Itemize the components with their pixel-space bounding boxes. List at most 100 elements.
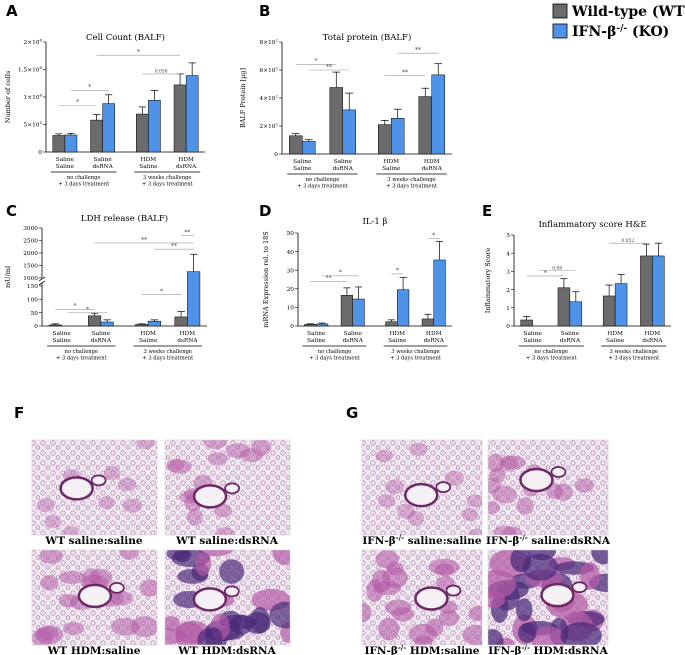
- bar-wt-1: [52, 135, 66, 153]
- bar-wt-4: [418, 96, 433, 155]
- x-category-label: Saline: [523, 338, 542, 344]
- x-category-label: Saline: [139, 164, 158, 170]
- bar-wt-4: [640, 255, 653, 327]
- x-category-label: Saline: [334, 159, 353, 165]
- infiltrate-patch: [407, 511, 425, 526]
- airway: [519, 467, 554, 493]
- bar-ko-3: [148, 100, 161, 153]
- significance-label: **: [326, 275, 332, 282]
- y-tick-label: 1000: [23, 276, 38, 282]
- infiltrate-patch: [397, 503, 416, 519]
- y-tick-label: 2500: [23, 239, 38, 245]
- chart-title: LDH release (BALF): [81, 213, 168, 224]
- x-category-label: Saline: [382, 166, 401, 172]
- infiltrate-patch: [250, 606, 270, 634]
- bar-ko-3: [391, 118, 405, 155]
- legend-ko-swatch: [552, 23, 568, 39]
- infiltrate-patch: [44, 515, 61, 529]
- blood-vessel: [445, 584, 462, 597]
- y-axis-label: Inflammatory Score: [484, 248, 492, 314]
- y-tick-label: 40: [287, 250, 295, 256]
- x-category-label: dsRNA: [177, 338, 198, 344]
- infiltrate-patch: [488, 453, 505, 473]
- image-label: WT saline:dsRNA: [175, 535, 279, 547]
- significance-label: 0.056: [155, 69, 168, 75]
- airway: [192, 484, 228, 509]
- chart-title: IL-1 β: [363, 217, 388, 227]
- blood-vessel: [90, 474, 107, 487]
- blood-vessel: [224, 482, 240, 495]
- bar-wt-1: [304, 324, 317, 327]
- histology-image: [164, 439, 291, 536]
- bar-ko-2: [100, 321, 114, 327]
- infiltrate-patch: [444, 470, 464, 486]
- panel-letter-b: B: [259, 2, 270, 20]
- chart-panel-c: C LDH release (BALF) mU/ml 0 50 100 150 1000 150…: [4, 202, 207, 362]
- infiltrate-patch: [489, 467, 506, 483]
- significance-label: 0.052: [621, 238, 634, 244]
- infiltrate-patch: [269, 601, 290, 629]
- image-label: WT HDM:saline: [47, 645, 141, 655]
- infiltrate-patch: [384, 599, 412, 616]
- y-tick-label: 2: [506, 288, 510, 294]
- y-tick-label: 50: [31, 311, 39, 317]
- bar-wt-3: [135, 324, 149, 327]
- bar-ko-2: [352, 298, 365, 327]
- legend-wt-swatch: [552, 3, 568, 19]
- bar-ko-2: [342, 109, 356, 155]
- infiltrate-patch: [251, 440, 272, 456]
- infiltrate-patch: [272, 550, 290, 565]
- infiltrate-patch: [225, 443, 251, 459]
- axis-break-mark: [38, 280, 46, 286]
- infiltrate-patch: [35, 625, 64, 645]
- x-category-label: HDM: [141, 157, 157, 163]
- image-label: IFN-β-/- HDM:saline: [365, 643, 480, 655]
- x-category-label: HDM: [383, 159, 399, 165]
- x-category-label: Saline: [52, 331, 71, 337]
- x-category-label: dsRNA: [333, 166, 354, 172]
- axis-break-mark: [38, 276, 46, 282]
- y-tick-label: 10: [287, 306, 295, 312]
- chart-panel-b: B Total protein (BALF) BALF Protein [µg] 0 2…: [239, 2, 452, 190]
- tissue-structures: [488, 453, 595, 535]
- blood-vessel: [223, 585, 240, 598]
- infiltrate-patch: [502, 526, 523, 535]
- bar-ko-4: [652, 255, 665, 327]
- x-category-label: Saline: [139, 338, 158, 344]
- significance-label: *: [544, 270, 547, 277]
- bar-ko-4: [431, 74, 445, 155]
- y-tick-label: 100: [27, 297, 38, 303]
- infiltrate-patch: [214, 503, 232, 518]
- bar-wt-1: [48, 324, 62, 327]
- x-category-label: Saline: [606, 338, 625, 344]
- infiltrate-patch: [165, 628, 186, 645]
- group-label: 3 weeks challenge: [387, 177, 435, 183]
- group-label: + 3 days treatment: [142, 356, 194, 362]
- infiltrate-patch: [122, 498, 143, 513]
- image-border: [487, 439, 609, 536]
- bar-wt-1: [520, 319, 533, 327]
- infiltrate-patch: [59, 570, 86, 584]
- group-label: 3 weeks challenge: [391, 349, 439, 355]
- bar-wt-2: [329, 87, 344, 155]
- infiltrate-patch: [488, 477, 501, 494]
- panel-letter-e: E: [482, 202, 492, 220]
- infiltrate-patch: [219, 559, 245, 584]
- x-category-label: dsRNA: [91, 338, 112, 344]
- bar-ko-1: [316, 323, 329, 327]
- image-border: [487, 549, 609, 646]
- x-category-label: Saline: [293, 159, 312, 165]
- chart-title: Total protein (BALF): [323, 32, 412, 43]
- bar-wt-3: [602, 295, 616, 327]
- y-axis-label: Number of cells: [4, 71, 12, 124]
- y-tick-label: 1500: [23, 264, 38, 270]
- significance-label: **: [402, 69, 408, 76]
- panel-letter-a: A: [6, 2, 18, 20]
- infiltrate-patch: [110, 617, 140, 636]
- y-tick-label: 2×106: [24, 38, 43, 47]
- bar-wt-2: [557, 287, 571, 327]
- y-tick-label: 5×105: [24, 120, 43, 129]
- x-category-label: Saline: [293, 166, 312, 172]
- infiltrate-patch: [579, 562, 600, 590]
